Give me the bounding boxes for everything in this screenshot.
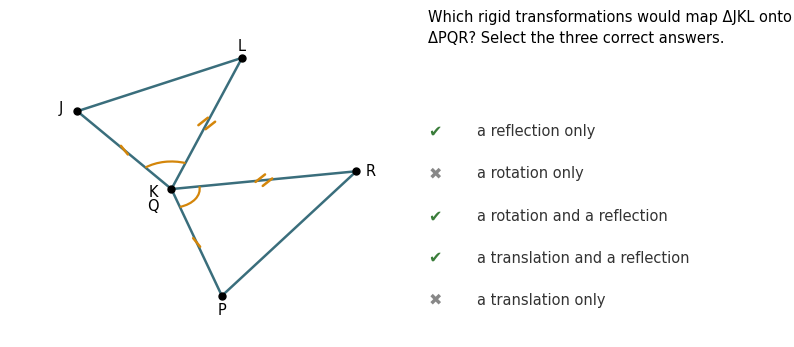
Text: a translation only: a translation only xyxy=(477,293,606,308)
Text: ✔: ✔ xyxy=(428,209,441,225)
Text: ✔: ✔ xyxy=(428,124,441,139)
Text: a rotation only: a rotation only xyxy=(477,166,584,181)
Text: Which rigid transformations would map ΔJKL onto
ΔPQR? Select the three correct a: Which rigid transformations would map ΔJ… xyxy=(428,10,792,46)
Text: L: L xyxy=(238,39,246,54)
Text: K: K xyxy=(148,185,158,200)
Text: Q: Q xyxy=(148,200,159,214)
Text: ✖: ✖ xyxy=(428,293,441,308)
Text: a reflection only: a reflection only xyxy=(477,124,596,139)
Text: R: R xyxy=(366,164,376,179)
Text: a translation and a reflection: a translation and a reflection xyxy=(477,251,690,266)
Text: ✔: ✔ xyxy=(428,251,441,266)
Text: a rotation and a reflection: a rotation and a reflection xyxy=(477,209,668,225)
Text: J: J xyxy=(58,101,63,117)
Text: P: P xyxy=(218,303,226,318)
Text: ✖: ✖ xyxy=(428,166,441,181)
